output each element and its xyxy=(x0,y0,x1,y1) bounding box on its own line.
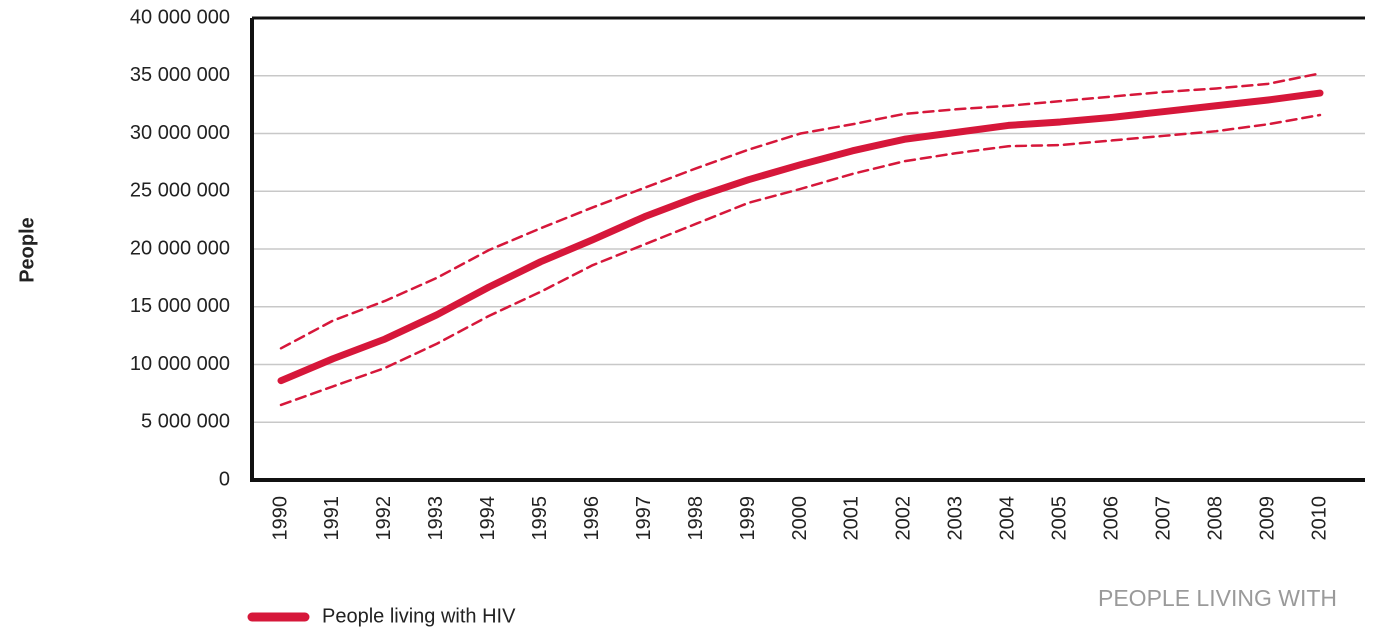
x-tick-label: 1995 xyxy=(529,496,551,541)
series-line xyxy=(277,89,1324,385)
y-tick-label: 0 xyxy=(219,468,230,490)
x-tick-label: 1998 xyxy=(685,496,707,541)
y-axis-label: People xyxy=(16,217,38,283)
bound-line xyxy=(279,72,1322,350)
caption: PEOPLE LIVING WITH xyxy=(1098,585,1337,611)
x-tick-label: 1992 xyxy=(373,496,395,541)
x-tick-label: 1990 xyxy=(269,496,291,541)
x-tick-label: 2007 xyxy=(1152,496,1174,541)
y-tick-label: 35 000 000 xyxy=(130,64,230,86)
x-tick-label: 2003 xyxy=(945,496,967,541)
x-tick-label: 1996 xyxy=(581,496,603,541)
x-tick-label: 1991 xyxy=(321,496,343,541)
x-tick-label: 2009 xyxy=(1256,496,1278,541)
legend-label: People living with HIV xyxy=(322,605,516,627)
x-tick-label: 1997 xyxy=(633,496,655,541)
bound-line xyxy=(279,113,1322,407)
x-tick-label: 2010 xyxy=(1308,496,1330,541)
y-tick-label: 5 000 000 xyxy=(141,411,230,433)
x-tick-label: 2005 xyxy=(1049,496,1071,541)
x-tick-label: 2002 xyxy=(893,496,915,541)
y-tick-label: 15 000 000 xyxy=(130,295,230,317)
x-tick-label: 2006 xyxy=(1100,496,1122,541)
x-tick-label: 2004 xyxy=(997,496,1019,541)
x-tick-label: 2008 xyxy=(1204,496,1226,541)
y-tick-label: 25 000 000 xyxy=(130,180,230,202)
x-tick-label: 2001 xyxy=(841,496,863,541)
y-tick-label: 40 000 000 xyxy=(130,6,230,28)
y-tick-label: 10 000 000 xyxy=(130,353,230,375)
x-tick-label: 1993 xyxy=(425,496,447,541)
x-tick-label: 1999 xyxy=(737,496,759,541)
y-tick-label: 20 000 000 xyxy=(130,237,230,259)
y-tick-label: 30 000 000 xyxy=(130,122,230,144)
x-tick-label: 2000 xyxy=(789,496,811,541)
x-tick-label: 1994 xyxy=(477,496,499,541)
